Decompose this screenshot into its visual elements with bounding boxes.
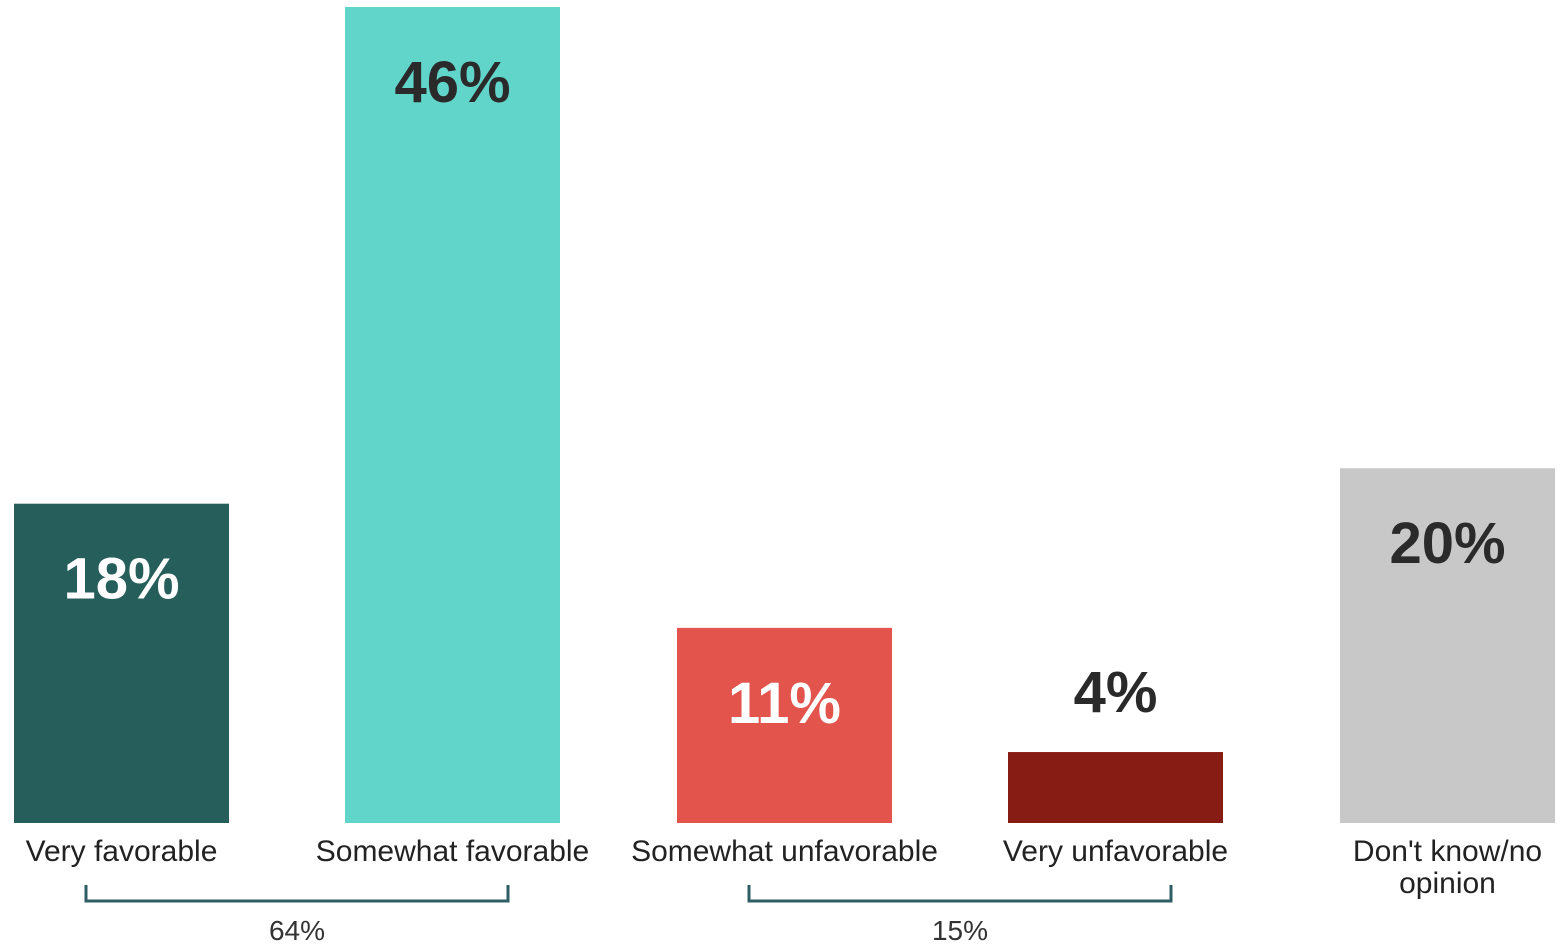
bar-somewhat-unfavorable [677,627,892,823]
category-label-don-t-know-no-opinion: Don't know/no opinion [1353,835,1542,900]
category-label-somewhat-favorable: Somewhat favorable [316,835,590,868]
group-bracket-2 [747,885,1173,903]
category-label-very-unfavorable: Very unfavorable [1003,835,1228,868]
category-label-line: Somewhat favorable [316,835,590,868]
bar-very-favorable [14,503,229,823]
bar-don-t-know-no-opinion [1340,468,1555,823]
data-label-don-t-know-no-opinion: 20% [1389,511,1505,576]
category-label-somewhat-unfavorable: Somewhat unfavorable [631,835,938,868]
group-total-label-1: 64% [269,915,325,946]
category-label-line: opinion [1399,867,1496,900]
bar-very-unfavorable [1008,752,1223,823]
group-bracket-1 [84,885,510,903]
bar-somewhat-favorable [345,7,560,823]
category-label-line: Don't know/no [1353,835,1542,868]
category-label-line: Somewhat unfavorable [631,835,938,868]
data-label-somewhat-unfavorable: 11% [728,671,841,736]
data-label-somewhat-favorable: 46% [394,50,510,115]
category-label-line: Very favorable [26,835,218,868]
category-label-line: Very unfavorable [1003,835,1228,868]
data-label-very-favorable: 18% [63,547,179,612]
data-label-very-unfavorable: 4% [1074,660,1158,725]
group-total-label-2: 15% [932,915,988,946]
category-label-very-favorable: Very favorable [26,835,218,868]
